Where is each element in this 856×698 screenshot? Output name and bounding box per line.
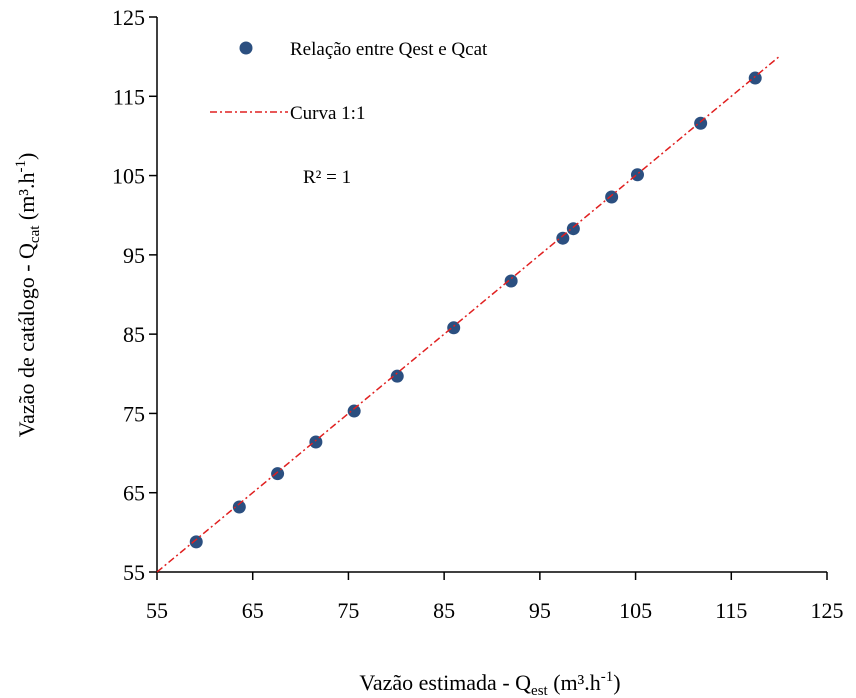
point (630, 168, 644, 182)
point (347, 404, 361, 418)
point (271, 467, 285, 481)
point (504, 274, 518, 288)
y-tick-label: 95 (123, 243, 145, 268)
y-tick-label: 125 (112, 5, 145, 30)
x-tick-label: 105 (619, 598, 652, 623)
x-tick-label: 125 (811, 598, 844, 623)
x-tick-label: 55 (146, 598, 168, 623)
legend-label: Curva 1:1 (290, 103, 365, 124)
legend-marker (239, 41, 253, 55)
x-axis-label: Vazão estimada - Qest (m³.h-1) (359, 669, 620, 698)
point (605, 190, 619, 204)
y-tick-label: 65 (123, 481, 145, 506)
point (232, 500, 246, 514)
point (556, 231, 570, 245)
point (694, 116, 708, 130)
y-tick-label: 105 (112, 164, 145, 189)
point (189, 535, 203, 549)
x-tick-label: 95 (529, 598, 551, 623)
x-tick-label: 85 (433, 598, 455, 623)
point (748, 71, 762, 85)
point (390, 369, 404, 383)
point (309, 435, 323, 449)
point (566, 222, 580, 236)
x-tick-label: 65 (242, 598, 264, 623)
y-axis-label: Vazão de catálogo - Qcat (m³.h-1) (13, 153, 43, 438)
identity-line (156, 56, 780, 573)
y-tick-label: 115 (113, 84, 145, 109)
point (447, 321, 461, 335)
y-tick-label: 55 (123, 560, 145, 585)
x-tick-label: 75 (337, 598, 359, 623)
y-tick-label: 75 (123, 401, 145, 426)
y-tick-label: 85 (123, 322, 145, 347)
x-tick-label: 115 (715, 598, 747, 623)
annotation: R² = 1 (303, 167, 351, 188)
legend-label: Relação entre Qest e Qcat (290, 39, 488, 60)
